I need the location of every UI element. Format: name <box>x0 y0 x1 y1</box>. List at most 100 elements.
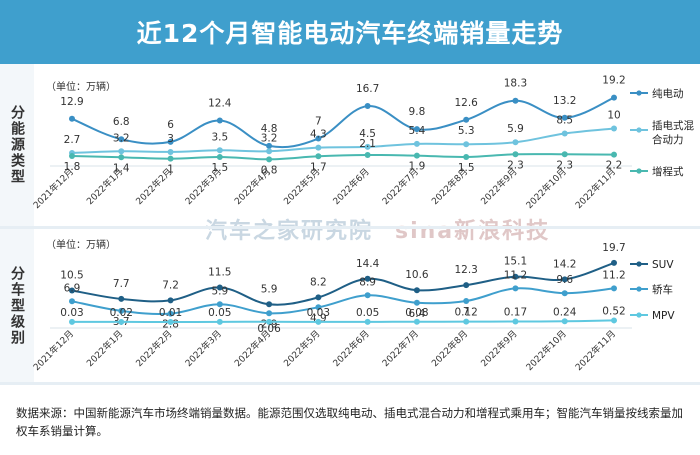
data-point <box>561 151 568 158</box>
data-label: 1.7 <box>310 161 327 173</box>
panel-separator-bottom <box>0 382 700 385</box>
data-point <box>561 130 568 137</box>
data-point <box>611 317 617 324</box>
data-label: 0.03 <box>60 307 83 319</box>
data-point <box>364 292 371 299</box>
data-label: 16.7 <box>356 83 379 95</box>
data-point <box>118 154 125 161</box>
data-point <box>69 318 75 325</box>
data-label: 0.02 <box>110 307 133 319</box>
data-label: 18.3 <box>504 78 527 90</box>
data-point <box>413 299 420 306</box>
data-point <box>413 318 420 325</box>
legend-label: 增程式 <box>652 165 684 178</box>
x-tick-label: 2022年11月 <box>573 166 619 212</box>
class-panel-label-box: 分车型级别 <box>0 229 34 382</box>
data-point <box>364 103 371 110</box>
data-point <box>118 148 125 155</box>
x-tick-label: 2022年3月 <box>182 328 223 369</box>
data-point <box>266 318 273 325</box>
data-point <box>463 116 470 123</box>
data-point <box>69 287 75 294</box>
data-point <box>611 125 617 132</box>
data-point <box>512 285 519 292</box>
data-point <box>512 151 519 158</box>
data-point <box>167 310 174 317</box>
data-point <box>611 151 617 158</box>
x-tick-label: 2022年1月 <box>84 328 125 369</box>
series-line-1 <box>71 96 615 149</box>
data-label: 1.9 <box>409 161 426 173</box>
data-point <box>463 298 470 304</box>
x-tick-label: 2022年9月 <box>478 328 519 369</box>
data-point <box>413 126 420 133</box>
data-label: 1 <box>167 164 174 176</box>
data-point <box>167 155 174 162</box>
data-point <box>167 138 174 145</box>
x-tick-label: 2022年8月 <box>429 328 470 369</box>
data-label: 11.5 <box>208 267 231 279</box>
data-label: 3.2 <box>113 132 130 144</box>
legend-label: SUV <box>652 259 674 271</box>
charts-svg: （单位：万辆） 2021年12月 2022年1月 2022年2月 2022年3月 2022… <box>0 75 700 385</box>
data-point <box>266 301 273 308</box>
data-point <box>512 97 519 104</box>
data-label: 5.9 <box>261 283 278 295</box>
data-label: 10.5 <box>60 270 83 282</box>
x-tick-label: 2022年6月 <box>330 166 371 207</box>
data-point <box>69 115 75 122</box>
data-point <box>561 318 568 325</box>
data-label: 0.05 <box>356 307 379 319</box>
data-point <box>216 318 223 325</box>
data-label: 0.24 <box>553 306 577 318</box>
data-label: 6 <box>167 119 174 131</box>
watermark-sina: sina新浪科技 <box>395 219 551 244</box>
data-label: 3.5 <box>211 131 228 143</box>
data-label: 19.2 <box>602 75 625 87</box>
data-point <box>463 141 470 148</box>
data-point <box>216 284 223 291</box>
unit-label: （单位：万辆） <box>46 238 116 251</box>
series-line-2 <box>71 287 615 315</box>
data-point <box>315 144 322 151</box>
data-point <box>512 318 519 325</box>
data-point <box>463 153 470 160</box>
data-point <box>118 318 125 325</box>
data-label: 0.08 <box>405 307 428 319</box>
data-point <box>69 152 75 159</box>
data-label: 6.8 <box>113 116 130 128</box>
data-point <box>167 297 174 304</box>
data-point <box>315 294 322 301</box>
legend-swatch-dot <box>636 312 642 318</box>
data-point <box>266 156 273 163</box>
x-tick-label: 2022年6月 <box>330 328 371 369</box>
energy-panel-label-box: 分能源类型 <box>0 64 34 226</box>
data-label: 8.5 <box>556 115 573 127</box>
x-tick-label: 2022年5月 <box>281 328 322 369</box>
data-label: 12.6 <box>454 97 478 109</box>
data-point <box>315 318 322 325</box>
data-point <box>266 148 273 155</box>
data-point <box>561 114 568 121</box>
data-label: 5.3 <box>458 125 475 137</box>
data-point <box>561 276 568 283</box>
data-point <box>512 273 519 280</box>
data-point <box>364 318 371 325</box>
series-line-3 <box>71 319 615 323</box>
data-label: 11.2 <box>504 269 527 281</box>
data-label: 1.4 <box>113 162 130 174</box>
data-point <box>216 147 223 154</box>
data-label: 9.8 <box>409 106 426 118</box>
data-label: 0.12 <box>454 307 477 319</box>
data-label: 0.52 <box>602 305 625 317</box>
data-label: 14.4 <box>356 258 380 270</box>
data-point <box>463 282 470 289</box>
class-panel-label: 分车型级别 <box>9 265 25 346</box>
footnote: 数据来源：中国新能源汽车市场终端销量数据。能源范围仅选取纯电动、插电式混合动力和… <box>16 406 683 438</box>
data-label: 8.2 <box>310 276 327 288</box>
data-label: 0.05 <box>208 307 231 319</box>
legend-label: 轿车 <box>652 283 673 296</box>
data-label: 1.8 <box>64 161 81 173</box>
data-label: 2.2 <box>606 160 623 172</box>
data-label: 0.01 <box>159 307 182 319</box>
